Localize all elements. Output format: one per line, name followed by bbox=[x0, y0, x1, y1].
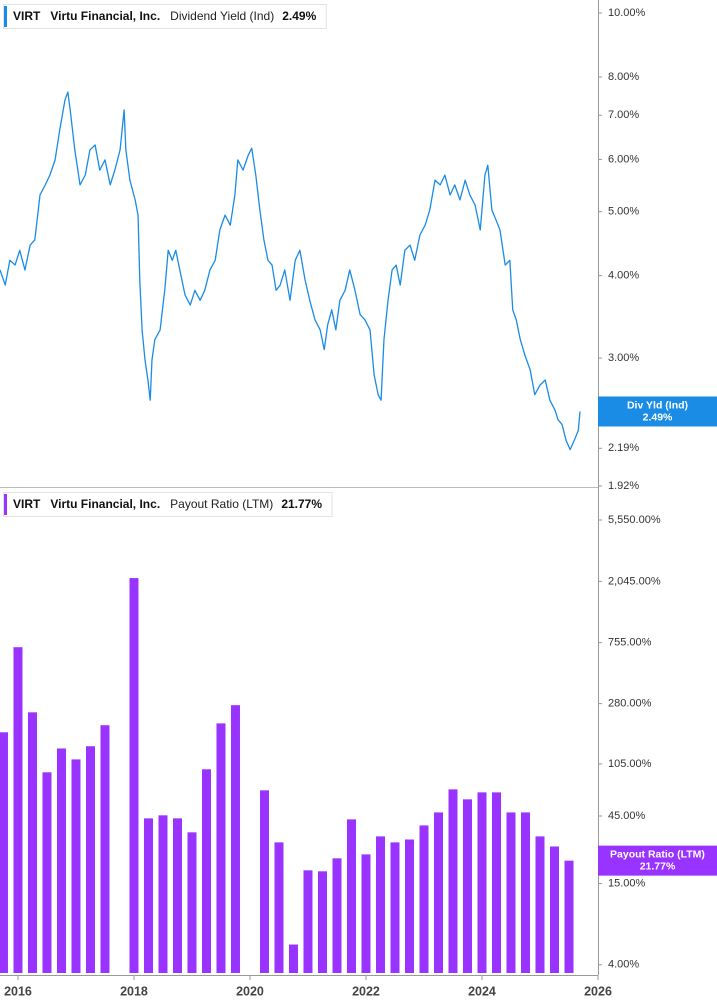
legend-last-value: 2.49% bbox=[282, 9, 316, 23]
bar bbox=[433, 812, 443, 973]
line-series bbox=[0, 91, 581, 451]
flag-series-name: Payout Ratio (LTM) bbox=[610, 848, 705, 860]
bar bbox=[158, 815, 168, 973]
bar bbox=[303, 870, 313, 973]
bar bbox=[361, 854, 371, 973]
legend-company: Virtu Financial, Inc. bbox=[50, 497, 160, 511]
bar bbox=[419, 825, 429, 973]
bar bbox=[129, 578, 139, 973]
bar bbox=[332, 858, 342, 973]
x-tick-label: 2016 bbox=[4, 984, 32, 998]
x-tick-label: 2024 bbox=[468, 984, 496, 998]
bar bbox=[201, 769, 211, 973]
bar bbox=[390, 842, 400, 973]
bar bbox=[187, 832, 197, 973]
bar bbox=[346, 819, 356, 973]
bar bbox=[56, 748, 66, 973]
bar bbox=[27, 712, 37, 973]
y-tick-label: 6.00% bbox=[608, 153, 639, 165]
y-tick-label: 755.00% bbox=[608, 637, 652, 649]
overlays: VIRT Virtu Financial, Inc. Dividend Yield … bbox=[3, 4, 717, 876]
bar bbox=[317, 871, 327, 973]
legend-series-name: Dividend Yield (Ind) bbox=[170, 9, 274, 23]
bar bbox=[477, 792, 487, 973]
bar bbox=[13, 647, 23, 973]
legend-company: Virtu Financial, Inc. bbox=[50, 9, 160, 23]
bar bbox=[71, 759, 81, 973]
legend-series-name: Payout Ratio (LTM) bbox=[170, 497, 273, 511]
legend-ticker: VIRT bbox=[13, 9, 41, 23]
bar bbox=[172, 818, 182, 973]
legend-swatch bbox=[4, 494, 7, 515]
legend: VIRT Virtu Financial, Inc. Payout Ratio (L… bbox=[3, 492, 333, 517]
bar bbox=[521, 812, 530, 973]
legend-box bbox=[3, 4, 327, 29]
marks: 10.00% 8.00% 7.00% 6.00% 5.00% 4.00% 3.00% 2.19… bbox=[0, 7, 661, 998]
bar bbox=[259, 790, 269, 973]
y-tick-label: 105.00% bbox=[608, 758, 652, 770]
flag-value: 2.49% bbox=[643, 411, 673, 423]
y-tick-label: 8.00% bbox=[608, 71, 639, 83]
bar bbox=[404, 839, 414, 973]
bar bbox=[564, 860, 574, 973]
bar bbox=[42, 772, 52, 973]
bar bbox=[216, 723, 226, 973]
last-value-flag bbox=[598, 845, 717, 876]
legend-box bbox=[3, 492, 333, 517]
bar bbox=[550, 846, 559, 973]
y-tick-label: 3.00% bbox=[608, 352, 639, 364]
x-tick-label: 2018 bbox=[120, 984, 148, 998]
flag-series-name: Div Yld (Ind) bbox=[627, 399, 688, 411]
legend-swatch bbox=[4, 6, 7, 27]
y-tick-label: 45.00% bbox=[608, 810, 646, 822]
y-tick-label: 15.00% bbox=[608, 877, 646, 889]
bar bbox=[0, 732, 8, 973]
y-tick-label: 2,045.00% bbox=[608, 575, 661, 587]
y-tick-label: 1.92% bbox=[608, 480, 639, 492]
y-tick-label: 2.19% bbox=[608, 442, 639, 454]
x-tick-label: 2022 bbox=[352, 984, 380, 998]
legend: VIRT Virtu Financial, Inc. Dividend Yield … bbox=[3, 4, 327, 29]
x-tick-label: 2020 bbox=[236, 984, 264, 998]
flag-value: 21.77% bbox=[640, 860, 676, 872]
y-tick-label: 5.00% bbox=[608, 206, 639, 218]
bar bbox=[288, 944, 298, 973]
bar bbox=[100, 725, 110, 973]
bar bbox=[448, 789, 458, 973]
y-tick-label: 280.00% bbox=[608, 698, 652, 710]
bar bbox=[230, 705, 240, 973]
legend-last-value: 21.77% bbox=[281, 497, 322, 511]
bar bbox=[85, 746, 95, 973]
x-tick-label: 2026 bbox=[584, 984, 612, 998]
bar bbox=[492, 792, 501, 973]
bar bbox=[463, 799, 472, 973]
y-tick-label: 5,550.00% bbox=[608, 514, 661, 526]
bar bbox=[375, 836, 385, 973]
y-tick-label: 10.00% bbox=[608, 7, 646, 19]
bar bbox=[274, 842, 284, 973]
bar bbox=[506, 812, 516, 973]
y-tick-label: 4.00% bbox=[608, 270, 639, 282]
y-tick-label: 7.00% bbox=[608, 109, 639, 121]
legend-ticker: VIRT bbox=[13, 497, 41, 511]
bar bbox=[143, 818, 153, 973]
last-value-flag bbox=[598, 396, 717, 427]
bar bbox=[535, 836, 545, 973]
y-tick-label: 4.00% bbox=[608, 959, 639, 971]
